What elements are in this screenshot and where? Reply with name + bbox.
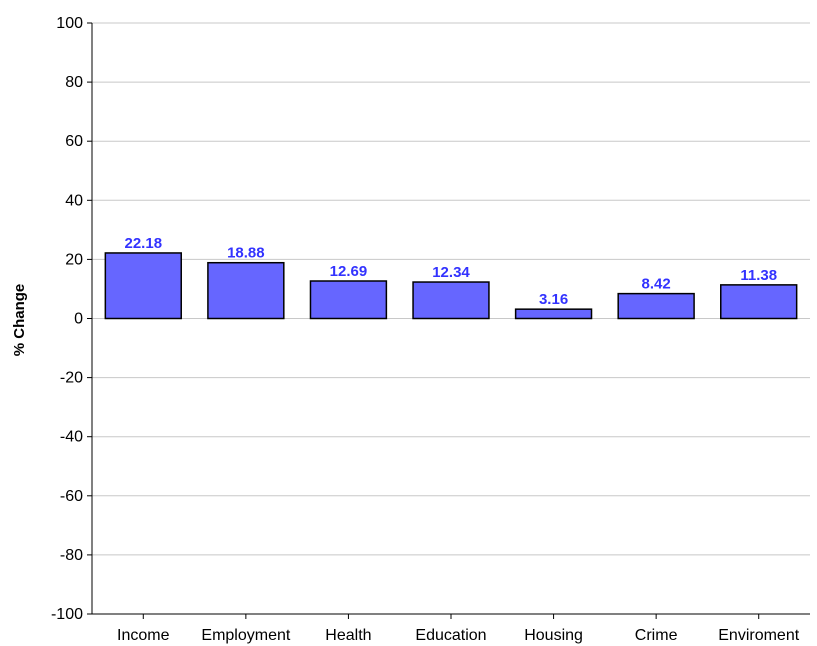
x-tick-label: Housing	[524, 627, 583, 644]
x-tick-label: Employment	[201, 627, 290, 644]
y-tick-label: -20	[60, 370, 83, 387]
bar-enviroment	[720, 284, 798, 320]
y-tick-label: 20	[65, 251, 83, 268]
x-tick-label: Education	[415, 627, 486, 644]
bar-crime	[617, 292, 695, 320]
data-label: 12.69	[330, 263, 368, 280]
bar-income	[104, 252, 182, 320]
data-label: 12.34	[432, 264, 470, 281]
y-tick-label: -80	[60, 547, 83, 564]
bar-education	[412, 281, 490, 320]
bars-layer	[104, 252, 798, 320]
y-tick-label: 80	[65, 74, 83, 91]
data-label: 3.16	[539, 291, 568, 308]
x-tick-label: Crime	[635, 627, 678, 644]
x-tick-label: Enviroment	[718, 627, 799, 644]
labels-layer: 22.18 Income 18.88 Employment 12.69 Health 12.…	[117, 235, 800, 644]
axis-layer: 100 80 60 40 20 0 -20 -40 -60 -80 -100	[51, 15, 810, 623]
y-tick-label: -40	[60, 429, 83, 446]
y-tick-label: 100	[56, 15, 83, 32]
y-axis-title: % Change	[11, 284, 28, 357]
bar-housing	[514, 308, 593, 320]
y-tick-label: 40	[65, 192, 83, 209]
data-label: 22.18	[125, 235, 163, 252]
y-tick-label: 60	[65, 133, 83, 150]
data-label: 11.38	[740, 267, 777, 284]
x-tick-label: Income	[117, 627, 170, 644]
y-tick-label: -60	[60, 488, 83, 505]
bar-employment	[207, 261, 285, 320]
bar-health	[309, 280, 388, 320]
data-label: 18.88	[227, 245, 265, 262]
y-tick-label: -100	[51, 606, 83, 623]
x-tick-label: Health	[325, 627, 371, 644]
data-label: 8.42	[642, 276, 671, 293]
y-tick-label: 0	[74, 311, 83, 328]
